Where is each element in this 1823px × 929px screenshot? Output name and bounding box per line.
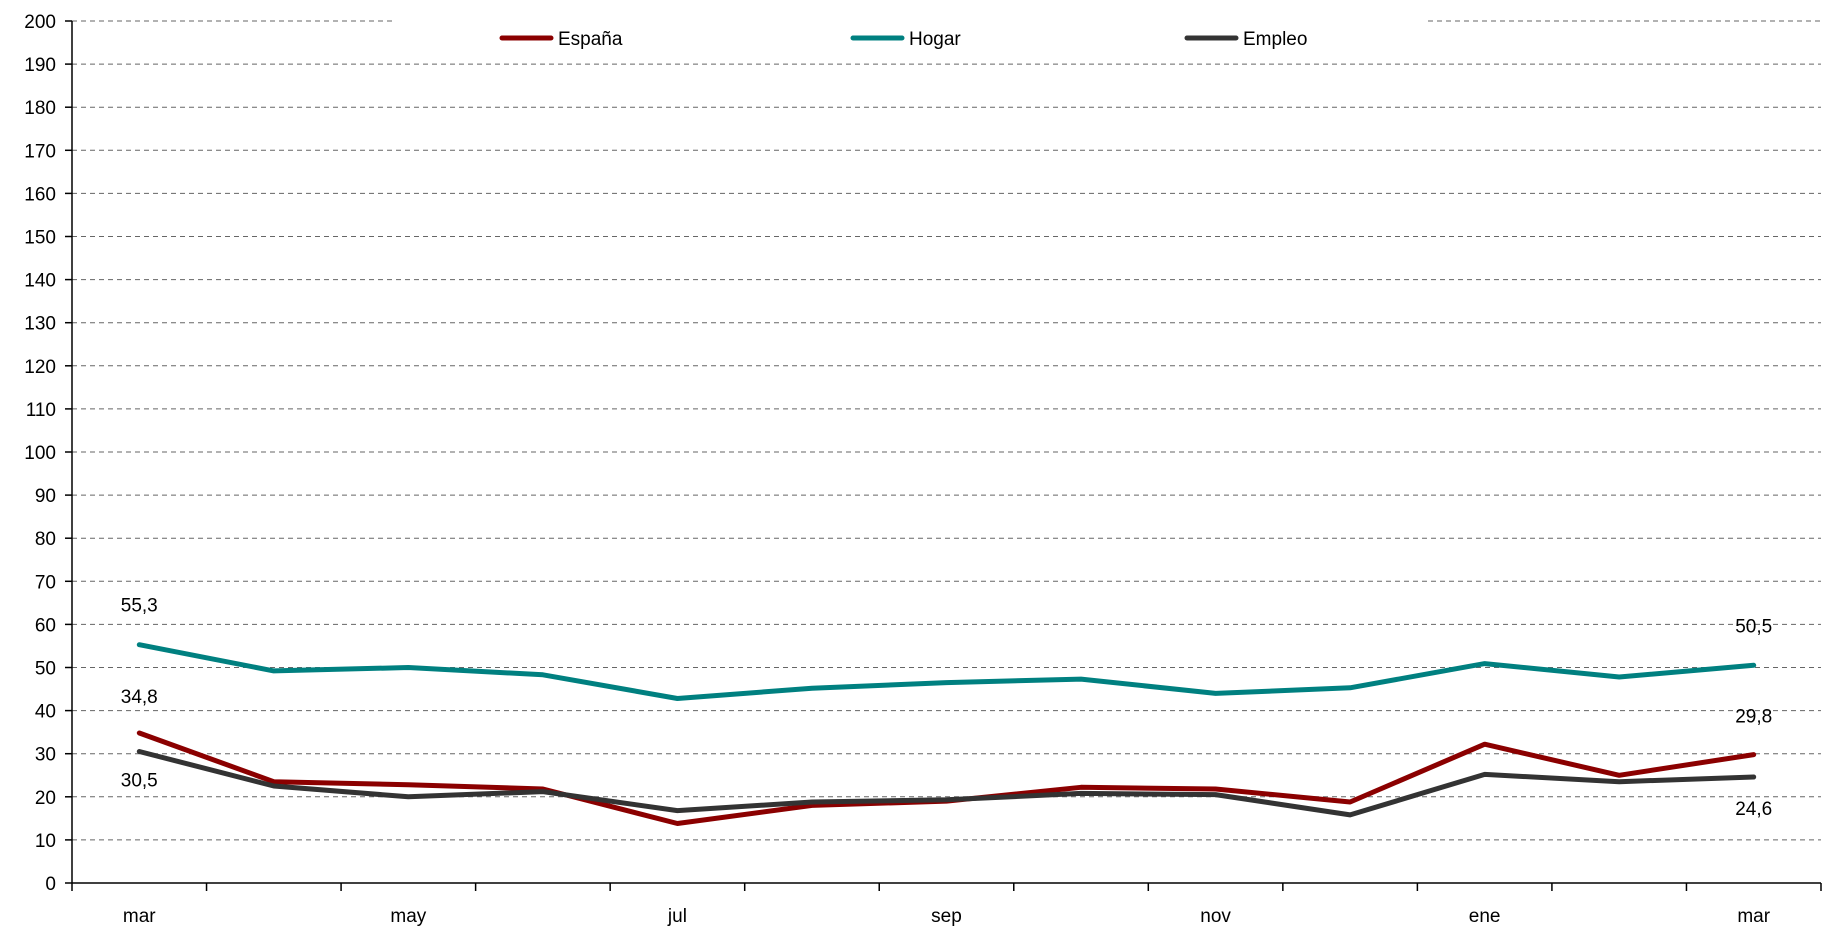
- data-label: 34,8: [121, 687, 158, 708]
- legend-item: Hogar: [850, 29, 961, 50]
- y-tick-label: 0: [45, 874, 56, 895]
- legend-label: Empleo: [1243, 29, 1307, 50]
- legend: España Hogar Empleo: [499, 29, 1307, 50]
- series-line-empleo: [136, 749, 1757, 818]
- series-lines: [136, 642, 1757, 826]
- x-tick-label: may: [390, 906, 426, 927]
- x-tick-label: ene: [1469, 906, 1501, 927]
- data-label: 55,3: [121, 596, 158, 617]
- y-tick-label: 170: [24, 141, 56, 162]
- y-tick-label: 60: [35, 615, 56, 636]
- legend-label: España: [558, 29, 623, 50]
- data-label: 29,8: [1735, 707, 1772, 728]
- data-label: 30,5: [121, 771, 158, 792]
- y-tick-label: 70: [35, 572, 56, 593]
- y-tick-label: 110: [26, 400, 56, 421]
- y-tick-label: 130: [24, 314, 56, 335]
- y-tick-label: 80: [35, 529, 56, 550]
- x-tick-label: nov: [1200, 906, 1231, 927]
- series-line-hogar: [136, 642, 1757, 701]
- x-tick-label: mar: [123, 906, 156, 927]
- axes: 0 10 20 30 40 50 60 70 80 90 100 110 120 130 140 150 160…: [24, 12, 1822, 927]
- y-tick-label: 120: [24, 357, 56, 378]
- data-labels: 55,3 34,8 30,5 50,5 29,8 24,6: [121, 596, 1772, 820]
- x-tick-label: sep: [931, 906, 962, 927]
- y-tick-label: 40: [35, 702, 56, 723]
- y-tick-label: 190: [24, 55, 56, 76]
- y-tick-label: 150: [24, 228, 56, 249]
- y-tick-label: 50: [35, 659, 56, 680]
- y-tick-label: 140: [24, 271, 56, 292]
- y-tick-label: 160: [24, 184, 56, 205]
- y-tick-label: 20: [35, 788, 56, 809]
- x-tick-label: jul: [667, 906, 687, 927]
- x-tick-label: mar: [1737, 906, 1770, 927]
- data-label: 24,6: [1735, 799, 1772, 820]
- legend-item: Empleo: [1184, 29, 1307, 50]
- gridlines: [72, 20, 1821, 841]
- legend-label: Hogar: [909, 29, 961, 50]
- legend-item: España: [499, 29, 623, 50]
- y-tick-label: 100: [24, 443, 56, 464]
- data-label: 50,5: [1735, 616, 1772, 637]
- y-tick-label: 30: [35, 745, 56, 766]
- y-tick-label: 180: [24, 98, 56, 119]
- y-tick-label: 90: [35, 486, 56, 507]
- y-tick-label: 10: [35, 831, 56, 852]
- y-tick-label: 200: [24, 12, 56, 33]
